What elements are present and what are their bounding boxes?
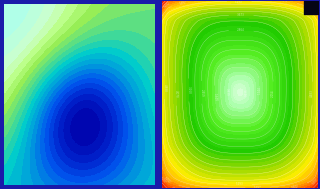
Text: 5.293: 5.293 [235,0,243,4]
Text: 3.673: 3.673 [237,13,245,18]
Text: 4.078: 4.078 [174,90,178,98]
Text: 2.054: 2.054 [271,89,275,97]
Text: 1.244: 1.244 [258,86,262,94]
Text: 3.268: 3.268 [187,86,191,94]
Text: 4.888: 4.888 [163,84,167,92]
Text: 6.102: 6.102 [163,1,172,9]
Text: 1.649: 1.649 [212,93,217,101]
Text: 6.507: 6.507 [159,176,167,184]
Text: 6.507: 6.507 [311,178,319,186]
Text: 5.697: 5.697 [254,186,261,189]
Text: 5.697: 5.697 [179,0,188,6]
Text: 4.483: 4.483 [310,89,314,97]
Text: 6.102: 6.102 [303,0,312,6]
Text: 0.839: 0.839 [225,88,229,95]
Text: 0.435: 0.435 [245,88,249,96]
Text: 6.102: 6.102 [163,176,172,184]
Text: 2.864: 2.864 [237,29,245,33]
Text: 5.697: 5.697 [281,0,289,4]
Text: 2.459: 2.459 [199,88,204,96]
Text: 5.293: 5.293 [236,182,244,186]
Text: 6.102: 6.102 [291,184,300,189]
